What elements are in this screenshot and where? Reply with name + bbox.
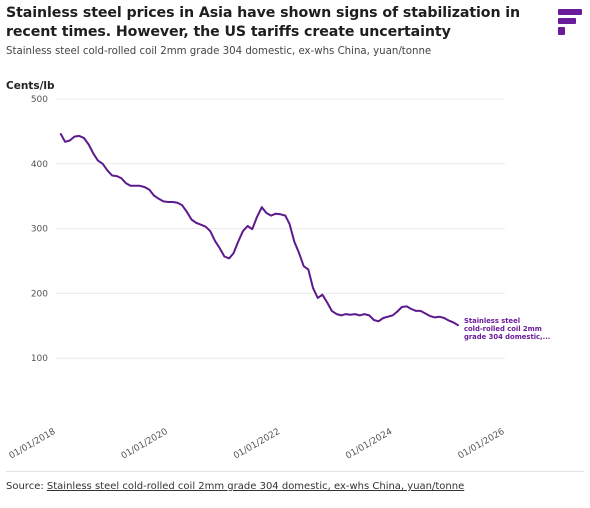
- x-tick-label: 01/01/2020: [120, 427, 170, 462]
- source-note: Source: Stainless steel cold-rolled coil…: [6, 481, 464, 492]
- x-tick-label: 01/01/2022: [232, 427, 282, 462]
- x-tick-label: 01/01/2024: [344, 427, 394, 462]
- series-line[interactable]: [59, 133, 459, 327]
- chart-subtitle: Stainless steel cold-rolled coil 2mm gra…: [6, 46, 432, 57]
- series-end-label: grade 304 domestic,...: [464, 333, 550, 341]
- chart-title: Stainless steel prices in Asia have show…: [6, 5, 521, 40]
- source-prefix: Source:: [6, 481, 44, 492]
- y-tick-label: 400: [31, 160, 48, 170]
- brand-logo-icon[interactable]: [558, 9, 582, 35]
- x-tick-label: 01/01/2026: [457, 427, 507, 462]
- y-tick-label: 200: [31, 289, 48, 299]
- series-end-label: cold-rolled coil 2mm: [464, 325, 542, 333]
- y-tick-label: 500: [31, 95, 48, 105]
- y-tick-label: 300: [31, 225, 48, 235]
- y-tick-label: 100: [31, 354, 48, 364]
- line-chart: 100 200 300 400 500 01/01/2018 01/01/2020 01/01…: [8, 95, 551, 462]
- footer-divider: [6, 471, 584, 472]
- x-tick-label: 01/01/2018: [8, 427, 58, 462]
- y-axis-label: Cents/lb: [6, 80, 55, 92]
- series-end-label: Stainless steel: [464, 317, 520, 325]
- source-link[interactable]: Stainless steel cold-rolled coil 2mm gra…: [46, 481, 465, 492]
